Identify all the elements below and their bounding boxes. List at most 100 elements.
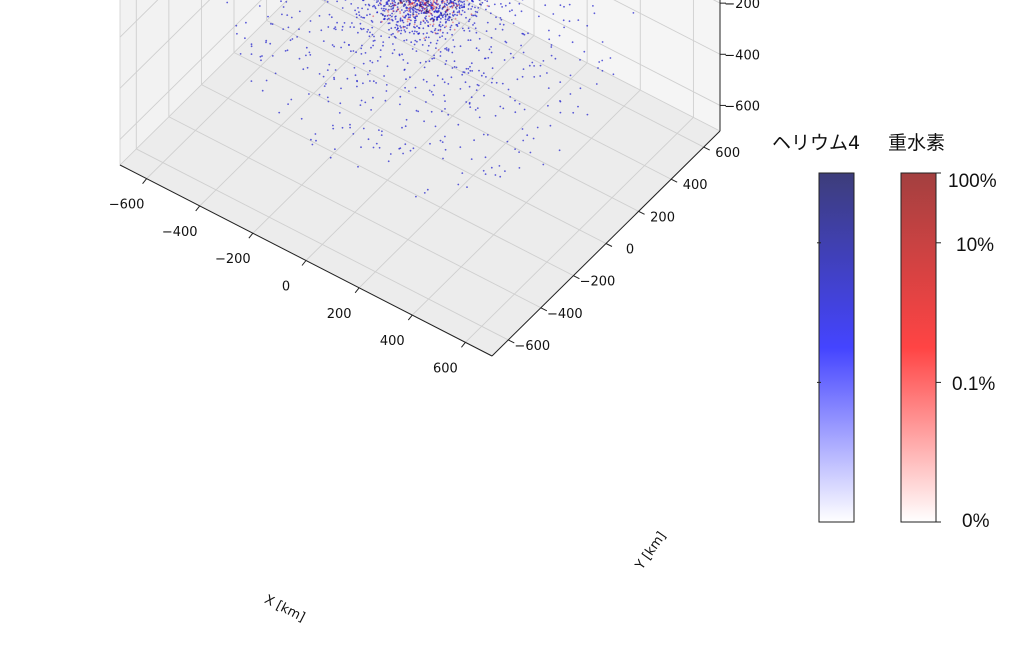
scatter-point xyxy=(332,128,334,130)
scatter-point xyxy=(447,114,449,116)
scatter-point xyxy=(278,112,280,114)
scatter-point xyxy=(381,134,383,136)
scatter-point xyxy=(433,23,435,25)
scatter-point xyxy=(548,30,550,32)
scatter-point xyxy=(373,36,375,38)
scatter-point xyxy=(399,96,401,98)
scatter-point xyxy=(373,147,375,149)
scatter-point xyxy=(408,90,410,92)
scatter-point xyxy=(369,35,371,37)
scatter-point xyxy=(416,31,418,33)
scatter-point xyxy=(356,86,358,88)
scatter-point xyxy=(283,6,285,8)
scatter-point xyxy=(499,165,501,167)
scatter-point xyxy=(548,87,550,89)
scatter-point xyxy=(392,43,394,45)
scatter-point xyxy=(491,37,493,39)
scatter-point xyxy=(335,69,337,71)
scatter-point xyxy=(450,26,452,28)
scatter-point xyxy=(416,50,418,52)
scatter-point xyxy=(481,75,483,77)
scatter-point xyxy=(372,45,374,47)
scatter-point xyxy=(360,104,362,106)
scatter-point xyxy=(440,21,442,23)
scatter-point xyxy=(499,106,501,108)
scatter-point xyxy=(339,112,341,114)
scatter-point xyxy=(323,76,325,78)
scatter-point xyxy=(226,2,228,4)
scatter-point xyxy=(433,57,435,59)
scatter-point xyxy=(504,170,506,172)
scatter-point xyxy=(492,78,494,80)
scatter-point xyxy=(524,109,526,111)
scatter-point xyxy=(437,40,439,42)
scatter-point xyxy=(425,61,427,63)
scatter-point xyxy=(464,11,466,13)
scatter-point xyxy=(560,112,562,114)
scatter-point xyxy=(371,27,373,29)
scatter-point xyxy=(547,105,549,107)
scatter-point xyxy=(533,65,535,67)
scatter-point xyxy=(410,11,412,13)
scatter-point xyxy=(587,114,589,116)
scatter-point xyxy=(403,5,405,7)
scatter-point xyxy=(415,87,417,89)
scatter-point xyxy=(491,167,493,169)
scatter-point xyxy=(333,78,335,80)
scatter-point xyxy=(572,41,574,43)
scatter-point xyxy=(270,23,272,25)
scatter-point xyxy=(397,6,399,8)
scatter-point xyxy=(513,22,515,24)
scatter-point xyxy=(260,56,262,58)
scatter-point xyxy=(301,118,303,120)
scatter-point xyxy=(483,170,485,172)
scatter-point xyxy=(353,26,355,28)
scatter-point xyxy=(425,101,427,103)
scatter-point xyxy=(422,6,424,8)
scatter-point xyxy=(285,50,287,52)
scatter-point xyxy=(445,18,447,20)
scatter-point xyxy=(372,6,374,8)
scatter-point xyxy=(463,3,465,5)
scatter-point xyxy=(439,24,441,26)
scatter-point xyxy=(476,32,478,34)
scatter-point xyxy=(401,127,403,129)
scatter-point xyxy=(399,147,401,149)
scatter-point xyxy=(405,6,407,8)
scatter-point xyxy=(442,32,444,34)
scatter-point xyxy=(327,97,329,99)
scatter-point xyxy=(424,192,426,194)
scatter-point xyxy=(447,1,449,3)
scatter-point xyxy=(394,16,396,18)
scatter-point xyxy=(509,2,511,4)
scatter-point xyxy=(439,7,441,9)
scatter-point xyxy=(399,12,401,14)
scatter-point xyxy=(418,13,420,15)
scatter-point xyxy=(583,51,585,53)
scatter-point xyxy=(454,14,456,16)
scatter-point xyxy=(476,89,478,91)
scatter-point xyxy=(594,12,596,14)
scatter-point xyxy=(477,7,479,9)
scatter-point xyxy=(579,59,581,61)
scatter-point xyxy=(361,45,363,47)
scatter-point xyxy=(424,17,426,19)
scatter-point xyxy=(492,67,494,69)
scatter-point xyxy=(373,80,375,82)
scatter-point xyxy=(403,69,405,71)
scatter-point xyxy=(446,47,448,49)
scatter-point xyxy=(265,40,267,42)
scatter-point xyxy=(405,78,407,80)
scatter-point xyxy=(416,41,418,43)
scatter-point xyxy=(391,16,393,18)
scatter-point xyxy=(464,71,466,73)
scatter-point xyxy=(430,7,432,9)
scatter-point xyxy=(387,65,389,67)
scatter-point xyxy=(475,11,477,13)
scatter-point xyxy=(335,29,337,31)
scatter-point xyxy=(442,141,444,143)
scatter-point xyxy=(449,29,451,31)
scatter-point xyxy=(354,67,356,69)
scatter-point xyxy=(272,55,274,57)
scatter-point xyxy=(286,14,288,16)
